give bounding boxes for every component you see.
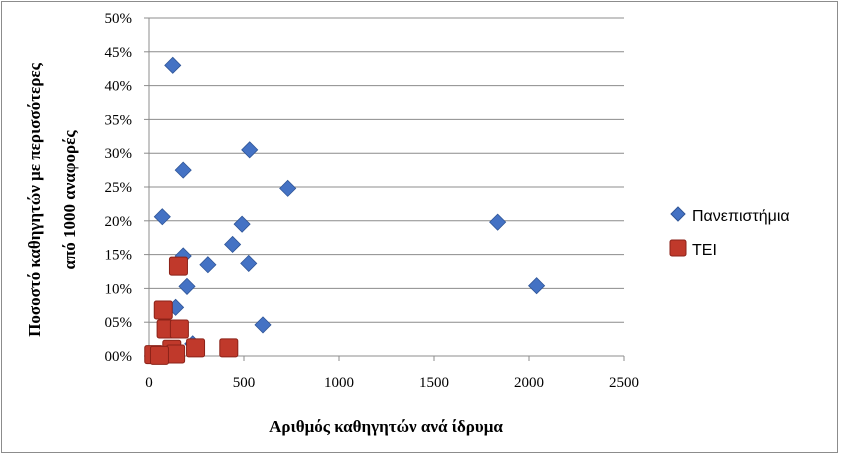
y-tick-label: 10% (105, 281, 133, 297)
series-1 (144, 256, 239, 365)
data-point-tei (149, 345, 169, 365)
y-tick-label: 50% (105, 11, 133, 27)
x-tick-label: 500 (233, 375, 256, 391)
data-point-university (178, 277, 196, 295)
y-tick-label: 40% (105, 79, 133, 95)
data-point-university (164, 56, 182, 74)
data-point-tei (153, 300, 173, 320)
y-axis-title-line-1: Ποσοστό καθηγητών με περισσότερες (25, 62, 44, 337)
y-tick-label: 30% (105, 146, 133, 162)
data-point-tei (186, 338, 206, 358)
data-point-university (528, 277, 546, 295)
data-point-university (233, 215, 251, 233)
y-tick-label: 20% (105, 214, 133, 230)
legend: Πανεπιστήμια ΤΕΙ (669, 206, 790, 259)
y-tick-label: 45% (105, 45, 133, 61)
legend-marker-tei (669, 239, 687, 257)
y-tick-label: 25% (105, 180, 133, 196)
y-tick-label: 35% (105, 112, 133, 128)
data-point-tei (166, 344, 186, 364)
y-tick-label: 15% (105, 248, 133, 264)
y-tick-label: 05% (105, 315, 133, 331)
x-axis-title: Αριθμός καθηγητών ανά ίδρυμα (269, 417, 503, 436)
data-point-tei (169, 319, 189, 339)
data-point-tei (219, 338, 239, 358)
data-point-university (199, 256, 217, 274)
x-tick-label: 2000 (514, 375, 544, 391)
data-point-university (153, 208, 171, 226)
x-tick-labels: 0 500 1000 1500 2000 2500 (145, 375, 639, 391)
legend-label-universities: Πανεπιστήμια (692, 208, 790, 225)
y-tick-label: 00% (105, 349, 133, 365)
data-point-university (240, 254, 258, 272)
legend-marker-universities (670, 206, 686, 222)
legend-label-tei: ΤΕΙ (692, 242, 717, 259)
data-point-university (241, 141, 259, 159)
x-tick-label: 0 (145, 375, 153, 391)
data-point-tei (168, 256, 188, 276)
data-point-university (254, 316, 272, 334)
series-0 (153, 56, 546, 353)
x-tick-label: 1500 (419, 375, 449, 391)
data-point-university (224, 235, 242, 254)
data-point-university (279, 179, 297, 197)
data-point-university (489, 213, 507, 231)
data-points (144, 56, 546, 365)
gridlines (144, 17, 625, 361)
y-axis-title-line-2: από 1000 αναφορές (60, 130, 79, 270)
x-tick-label: 2500 (609, 375, 639, 391)
x-tick-label: 1000 (324, 375, 354, 391)
y-tick-labels: 00% 05% 10% 15% 20% 25% 30% 35% 40% 45% 50% (105, 11, 133, 365)
data-point-university (174, 161, 192, 179)
